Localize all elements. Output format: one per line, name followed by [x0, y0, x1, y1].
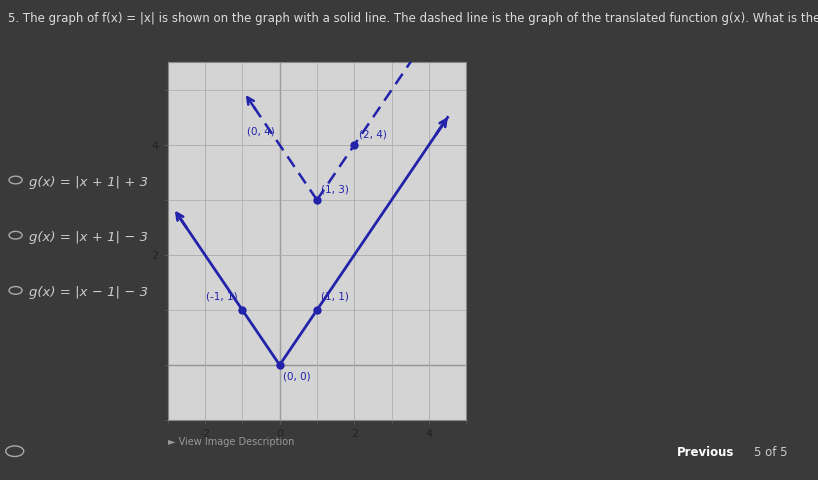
Text: g(x) = |x − 1| − 3: g(x) = |x − 1| − 3	[29, 286, 147, 300]
Text: (1, 3): (1, 3)	[321, 184, 349, 194]
Text: g(x) = |x + 1| − 3: g(x) = |x + 1| − 3	[29, 231, 147, 244]
Text: (0, 4): (0, 4)	[247, 127, 275, 137]
Text: ► View Image Description: ► View Image Description	[168, 437, 294, 447]
Text: (1, 1): (1, 1)	[321, 292, 349, 302]
Text: 5 of 5: 5 of 5	[754, 446, 788, 459]
Text: (0, 0): (0, 0)	[283, 372, 311, 382]
Text: (-1, 1): (-1, 1)	[206, 292, 238, 302]
Text: 5. The graph of f(x) = |x| is shown on the graph with a solid line. The dashed l: 5. The graph of f(x) = |x| is shown on t…	[8, 12, 818, 25]
Text: g(x) = |x + 1| + 3: g(x) = |x + 1| + 3	[29, 176, 147, 189]
Text: Previous: Previous	[676, 446, 735, 459]
Text: (2, 4): (2, 4)	[359, 130, 387, 139]
